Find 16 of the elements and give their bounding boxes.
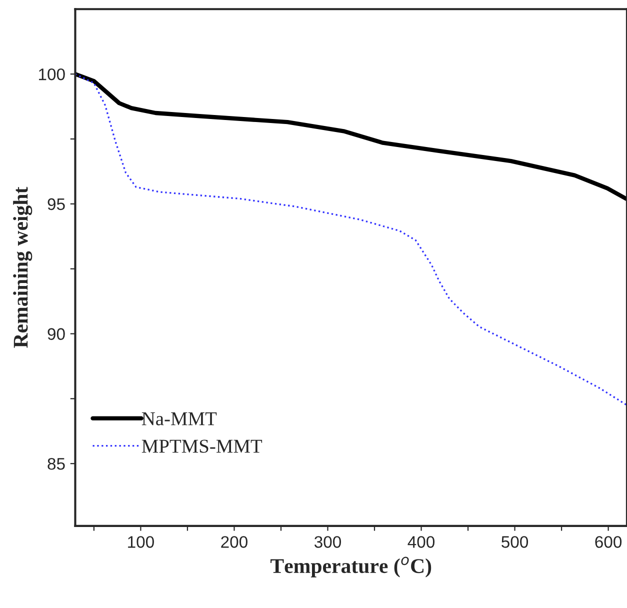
x-tick-label: 300: [314, 536, 341, 548]
y-axis-title: Remaining weight: [13, 186, 32, 348]
y-tick-label: 85: [48, 458, 65, 470]
y-tick-label: 100: [38, 68, 65, 80]
x-tick-label: 100: [128, 536, 154, 548]
line-series: [75, 72, 627, 201]
x-tick-label: 200: [221, 536, 248, 548]
x-tick-label: 600: [595, 536, 622, 548]
y-tick-label: 95: [48, 198, 65, 210]
x-tick-label: 500: [502, 536, 528, 548]
legend-label: Na-MMT: [142, 412, 217, 426]
line-series: [75, 73, 627, 406]
legend-label: MPTMS-MMT: [142, 440, 262, 453]
x-tick-label: 400: [408, 536, 435, 548]
y-tick-label: 90: [48, 328, 65, 340]
x-axis-title: Temperature ($^{o}$C): [270, 556, 432, 578]
